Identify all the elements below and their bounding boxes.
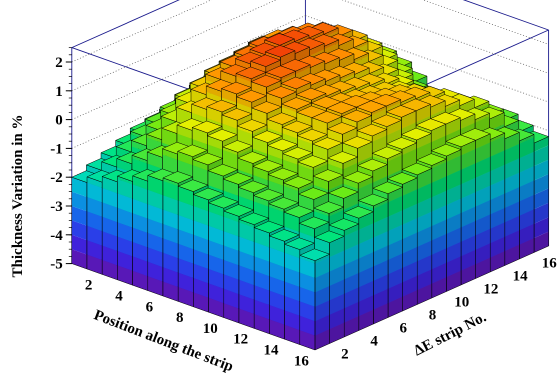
bar-top	[250, 74, 282, 88]
bar-face-y	[534, 217, 549, 239]
bar-face-x	[71, 177, 87, 197]
bar-face-y	[534, 159, 549, 181]
bar-face-x	[87, 225, 103, 246]
bar-top	[280, 76, 312, 90]
bar-face-y	[445, 99, 460, 110]
gridline	[71, 0, 277, 92]
bar-face-x	[146, 134, 162, 143]
bar-face-y	[519, 238, 534, 259]
bar-face-y	[534, 136, 549, 152]
bar-face-y	[323, 27, 339, 38]
gridline	[341, 0, 549, 74]
bar-face-x	[87, 197, 103, 217]
bar-face-x	[87, 182, 103, 203]
bar-face-x	[235, 58, 251, 70]
bar-face-y	[353, 41, 368, 51]
bar-face-x	[87, 211, 103, 232]
bar-top	[235, 66, 267, 80]
bar-face-x	[116, 158, 132, 173]
bar-face-y	[534, 231, 549, 253]
bar-face-y	[324, 39, 339, 50]
bar-face-y	[295, 47, 310, 63]
bar-face-x	[71, 234, 87, 255]
frame-edge	[462, 0, 549, 31]
bar-face-y	[295, 64, 311, 75]
bar-face-y	[339, 53, 354, 69]
frame-edge	[71, 0, 180, 49]
bar-top	[264, 45, 296, 58]
bar-face-y	[340, 71, 355, 81]
gridline	[422, 0, 549, 45]
bar-face-y	[354, 53, 369, 63]
bar-face-y	[474, 101, 489, 111]
bar-face-x	[132, 155, 148, 164]
bar-face-y	[489, 112, 505, 131]
bar-face-y	[519, 180, 534, 202]
bar-face-y	[309, 43, 325, 56]
bar-top	[249, 54, 282, 67]
bar-face-y	[504, 172, 520, 194]
bar-face-y	[534, 202, 549, 224]
bars-group	[71, 21, 550, 351]
bar-face-y	[534, 188, 549, 210]
bar-face-y	[475, 113, 490, 123]
gridline	[71, 0, 212, 63]
bar-face-y	[251, 72, 266, 82]
bar-face-x	[87, 176, 103, 188]
gridline	[305, 15, 549, 103]
bar-face-y	[281, 71, 296, 81]
bar-face-x	[71, 191, 87, 212]
bar-face-y	[519, 137, 534, 159]
bar-face-x	[236, 73, 252, 82]
bar-face-y	[534, 174, 549, 195]
bar-face-x	[71, 206, 87, 226]
bar-top	[265, 65, 297, 78]
bar-face-x	[71, 249, 87, 269]
bar-face-y	[519, 194, 534, 216]
bar-top	[220, 81, 252, 95]
bar-face-y	[504, 244, 520, 266]
bar-face-x	[71, 220, 87, 241]
bar-face-y	[519, 223, 534, 245]
bar-face-y	[504, 187, 520, 208]
bar-face-x	[131, 140, 147, 152]
bar-face-y	[504, 132, 520, 151]
bar-face-y	[519, 209, 534, 231]
bar-face-x	[191, 104, 207, 119]
bar-face-y	[534, 145, 549, 167]
bar-face-y	[504, 158, 520, 180]
bar-face-x	[161, 128, 177, 148]
bar-face-y	[519, 134, 534, 144]
bar-face-y	[325, 75, 340, 88]
bar-face-x	[221, 88, 237, 103]
bar-face-y	[504, 215, 520, 237]
bar-face-y	[504, 230, 520, 252]
bar-face-y	[519, 166, 534, 187]
bar-face-x	[87, 240, 103, 260]
bar-face-x	[265, 72, 281, 81]
bar-face-x	[206, 86, 222, 98]
bar-face-x	[87, 254, 103, 275]
bar-face-y	[326, 89, 341, 100]
bar-face-y	[504, 143, 520, 165]
gridline	[71, 15, 306, 120]
bar-face-y	[519, 151, 534, 173]
bar-face-y	[504, 201, 520, 223]
